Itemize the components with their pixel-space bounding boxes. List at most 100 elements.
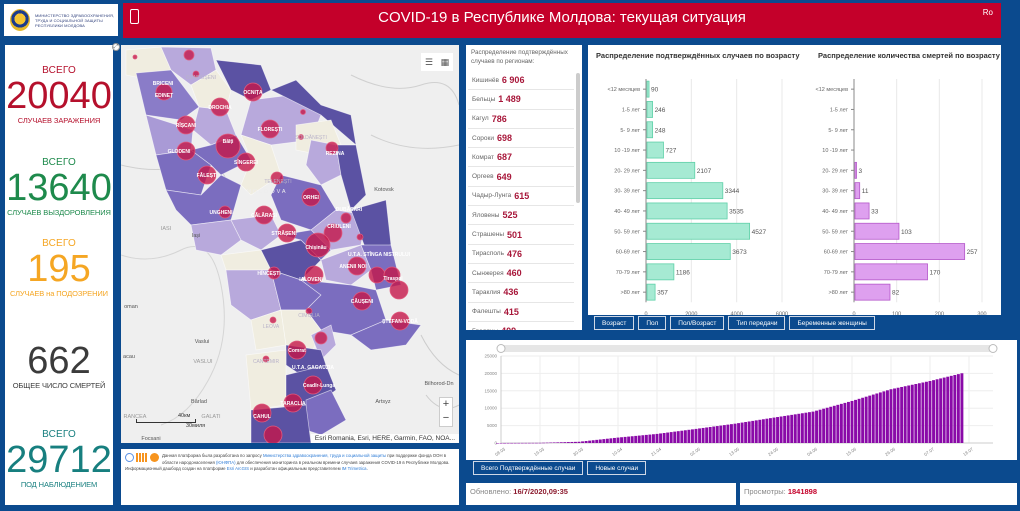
district-polygon[interactable]	[190, 219, 242, 256]
case-circle[interactable]	[389, 280, 409, 300]
region-list-item[interactable]: Кагул 786	[468, 110, 574, 129]
timeline-bar[interactable]	[556, 442, 560, 443]
region-list-item[interactable]: Оргеев 649	[468, 167, 574, 187]
timeline-bar[interactable]	[733, 423, 737, 443]
cases-bar[interactable]	[646, 101, 653, 118]
timeline-bar[interactable]	[956, 374, 960, 443]
timeline-bar[interactable]	[662, 432, 666, 443]
timeline-bar[interactable]	[584, 441, 588, 443]
region-list-item[interactable]: Кишинёв 6 906	[468, 71, 574, 91]
timeline-bar[interactable]	[793, 414, 797, 443]
case-circle[interactable]	[260, 119, 280, 139]
timeline-bar[interactable]	[818, 409, 822, 443]
timeline-bar[interactable]	[907, 385, 911, 443]
timeline-bar[interactable]	[630, 436, 634, 443]
region-list-item[interactable]: Тараклия 436	[468, 283, 574, 303]
cases-bar[interactable]	[646, 263, 675, 281]
timeline-bar[interactable]	[520, 442, 524, 444]
deaths-bar[interactable]	[854, 202, 870, 220]
case-circle[interactable]	[267, 266, 281, 280]
timeline-bar[interactable]	[953, 374, 957, 443]
timeline-bar[interactable]	[761, 419, 765, 443]
timeline-bar[interactable]	[751, 420, 755, 443]
timeline-bar[interactable]	[744, 422, 748, 443]
timeline-bar[interactable]	[644, 434, 648, 443]
tab-transmission-type[interactable]: Тип передачи	[728, 316, 786, 330]
deaths-bar[interactable]	[854, 161, 857, 179]
timeline-bar[interactable]	[577, 441, 581, 443]
timeline-bar[interactable]	[616, 437, 620, 443]
case-circle[interactable]	[383, 266, 401, 284]
timeline-bar[interactable]	[893, 388, 896, 443]
timeline-bar[interactable]	[552, 442, 556, 443]
timeline-bar[interactable]	[836, 404, 840, 443]
timeline-bar[interactable]	[722, 425, 726, 443]
timeline-bar[interactable]	[574, 441, 577, 443]
deaths-bar[interactable]	[854, 182, 861, 200]
case-circle[interactable]	[300, 109, 306, 115]
region-list-item[interactable]: Сороки 698	[468, 129, 574, 149]
case-circle[interactable]	[352, 291, 372, 311]
cases-bar[interactable]	[646, 121, 654, 139]
timeline-bar[interactable]	[854, 399, 857, 443]
timeline-bar[interactable]	[776, 417, 779, 443]
zoom-in-button[interactable]: +	[442, 398, 450, 410]
region-list-item[interactable]: Страшены 501	[468, 225, 574, 245]
case-circle[interactable]	[283, 393, 303, 413]
expand-icon[interactable]: ⤢	[112, 43, 120, 51]
timeline-bar[interactable]	[613, 437, 616, 443]
timeline-bar[interactable]	[861, 397, 865, 443]
case-circle[interactable]	[183, 49, 195, 61]
timeline-bar[interactable]	[779, 416, 783, 443]
case-circle[interactable]	[243, 82, 263, 102]
timeline-bar[interactable]	[637, 435, 641, 443]
cases-bar[interactable]	[646, 243, 731, 260]
tab-total-confirmed[interactable]: Всего Подтверждённые случаи	[473, 461, 584, 475]
case-circle[interactable]	[340, 212, 352, 224]
timeline-bar[interactable]	[570, 441, 574, 443]
timeline-bar[interactable]	[850, 400, 854, 443]
case-circle[interactable]	[305, 232, 331, 258]
timeline-bar[interactable]	[946, 376, 950, 443]
timeline-bar[interactable]	[588, 440, 592, 443]
timeline-bar[interactable]	[641, 435, 645, 443]
timeline-bar[interactable]	[602, 439, 606, 443]
timeline-bar[interactable]	[921, 382, 925, 443]
timeline-bar[interactable]	[811, 411, 815, 443]
cases-bar[interactable]	[646, 182, 724, 200]
range-handle-end[interactable]	[988, 344, 998, 353]
timeline-bar[interactable]	[878, 392, 882, 443]
timeline-bar[interactable]	[832, 405, 836, 443]
timeline-bar[interactable]	[680, 430, 684, 443]
esri-arcgis-link[interactable]: Esri ArcGIS	[226, 466, 249, 471]
deaths-bar[interactable]	[854, 222, 900, 240]
timeline-bar[interactable]	[797, 413, 801, 443]
timeline-bar[interactable]	[882, 391, 886, 443]
timeline-bar[interactable]	[815, 410, 818, 443]
timeline-bar[interactable]	[499, 442, 503, 444]
case-circle[interactable]	[347, 256, 367, 276]
timeline-bar[interactable]	[691, 429, 694, 443]
timeline-bar[interactable]	[804, 412, 808, 443]
timeline-bar[interactable]	[935, 379, 939, 443]
timeline-bar[interactable]	[758, 419, 762, 443]
timeline-bar[interactable]	[928, 381, 932, 443]
timeline-bar[interactable]	[655, 433, 659, 443]
timeline-bar[interactable]	[683, 430, 687, 443]
timeline-bar[interactable]	[896, 387, 900, 443]
timeline-bar[interactable]	[808, 412, 811, 443]
timeline-bar[interactable]	[747, 421, 751, 443]
timeline-bar[interactable]	[559, 442, 563, 443]
region-list-item[interactable]: Глодяны409	[468, 322, 574, 330]
timeline-bar[interactable]	[627, 436, 631, 443]
timeline-bar[interactable]	[648, 434, 652, 443]
case-circle[interactable]	[176, 141, 196, 161]
timeline-bar[interactable]	[698, 428, 701, 443]
case-circle[interactable]	[132, 54, 138, 60]
timeline-bar[interactable]	[886, 390, 889, 443]
region-list[interactable]: Кишинёв 6 906 Бельцы 1 489 Кагул 786 Сороки 698…	[468, 71, 574, 330]
case-circle[interactable]	[303, 375, 323, 395]
case-circle[interactable]	[218, 205, 232, 219]
timeline-bar[interactable]	[566, 442, 570, 443]
timeline-bar[interactable]	[527, 442, 531, 444]
